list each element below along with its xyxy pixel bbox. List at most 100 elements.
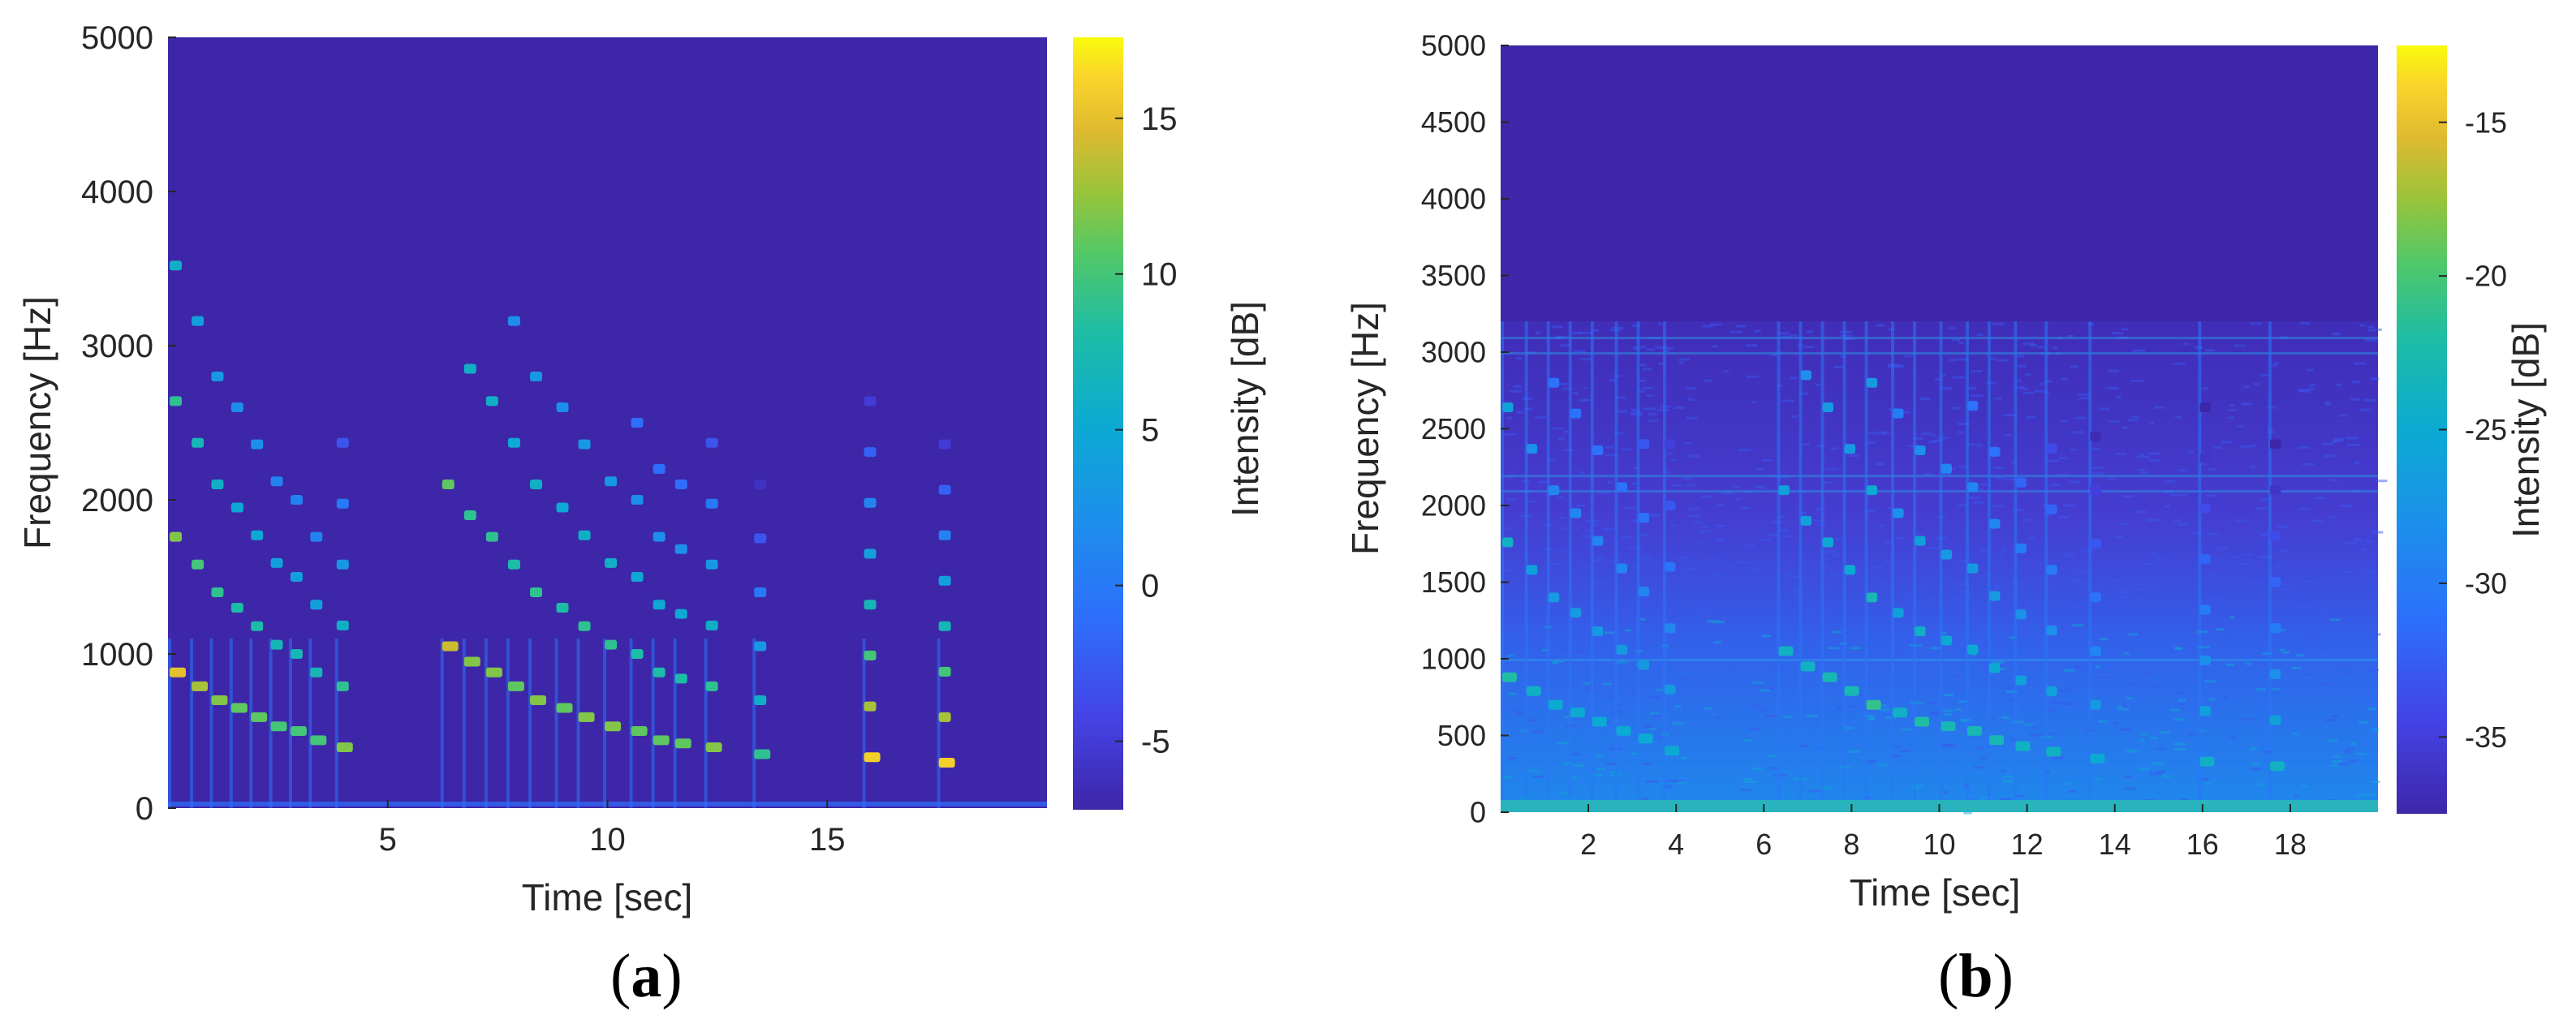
- noise-speck: [2014, 385, 2025, 389]
- harmonic-mark: [2015, 675, 2027, 686]
- noise-speck: [1672, 722, 1684, 725]
- harmonic-mark: [310, 667, 323, 677]
- noise-speck: [2139, 738, 2145, 742]
- noise-speck: [2358, 720, 2368, 724]
- noise-speck: [1968, 387, 1976, 390]
- noise-speck: [2333, 755, 2341, 759]
- x-tick-label: 6: [1755, 828, 1772, 861]
- harmonic-mark: [290, 572, 303, 582]
- noise-speck: [2307, 368, 2314, 372]
- noise-speck: [1641, 557, 1654, 560]
- noise-speck: [2242, 553, 2253, 557]
- noise-speck: [2149, 553, 2159, 556]
- noise-speck: [1879, 708, 1891, 712]
- harmonic-mark: [705, 437, 718, 448]
- noise-speck: [1777, 332, 1790, 335]
- noise-speck: [1684, 442, 1693, 445]
- y-axis-label-b: Frequency [Hz]: [1344, 302, 1386, 555]
- harmonic-mark: [230, 703, 248, 713]
- noise-speck: [2175, 647, 2182, 650]
- noise-speck: [2113, 722, 2119, 725]
- noise-speck: [2341, 504, 2352, 507]
- noise-speck: [1955, 358, 1968, 361]
- noise-speck: [2311, 519, 2324, 523]
- noise-speck: [1658, 735, 1666, 738]
- noise-speck: [1791, 415, 1798, 418]
- harmonic-mark: [938, 530, 951, 540]
- harmonic-mark: [1915, 536, 1926, 546]
- noise-speck: [1648, 412, 1657, 415]
- noise-speck: [2010, 738, 2016, 742]
- noise-speck: [2140, 471, 2148, 475]
- noise-speck: [1735, 325, 1747, 328]
- harmonic-mark: [1966, 401, 1979, 411]
- harmonic-mark: [1844, 444, 1856, 454]
- noise-speck: [1682, 477, 1693, 480]
- noise-speck: [1995, 668, 2006, 671]
- noise-speck: [2361, 548, 2367, 551]
- harmonic-mark: [1616, 725, 1631, 736]
- harmonic-mark: [463, 363, 476, 374]
- noise-speck: [2208, 467, 2217, 471]
- harmonic-mark: [2199, 554, 2211, 565]
- noise-speck: [1630, 519, 1638, 523]
- noise-speck: [2371, 781, 2380, 784]
- noise-speck: [1848, 751, 1859, 754]
- noise-speck: [1867, 718, 1876, 721]
- harmonic-mark: [1548, 699, 1563, 710]
- noise-speck: [2161, 775, 2171, 778]
- noise-speck: [1867, 441, 1876, 444]
- noise-speck: [1768, 767, 1779, 770]
- noise-speck: [2178, 469, 2188, 472]
- noise-speck: [2300, 321, 2311, 325]
- noise-speck: [1771, 668, 1781, 671]
- noise-speck: [2057, 473, 2070, 476]
- harmonic-mark: [864, 447, 877, 458]
- noise-speck: [1535, 415, 1547, 419]
- noise-speck: [1830, 447, 1838, 450]
- noise-speck: [2064, 555, 2074, 558]
- noise-speck: [2072, 624, 2083, 627]
- noise-speck: [1669, 523, 1676, 527]
- noise-speck: [1605, 454, 1618, 457]
- noise-speck: [1887, 506, 1894, 510]
- noise-speck: [1933, 439, 1943, 442]
- noise-speck: [2124, 652, 2130, 655]
- harmonic-mark: [631, 418, 644, 428]
- harmonic-mark: [605, 639, 618, 650]
- noise-speck: [2111, 332, 2124, 335]
- noise-speck: [1708, 574, 1717, 578]
- noise-speck: [1904, 355, 1913, 358]
- harmonic-mark: [1915, 445, 1926, 455]
- noise-speck: [1614, 396, 1626, 399]
- harmonic-mark: [170, 667, 186, 677]
- noise-speck: [2208, 574, 2215, 577]
- noise-speck: [1981, 661, 1990, 665]
- noise-speck: [2143, 562, 2151, 566]
- noise-speck: [1715, 524, 1725, 527]
- noise-speck: [1583, 682, 1594, 685]
- harmonic-mark: [1778, 646, 1794, 656]
- noise-speck: [1974, 766, 1984, 769]
- noise-speck: [2074, 416, 2087, 419]
- harmonic-mark: [653, 667, 666, 677]
- harmonic-mark: [864, 701, 877, 712]
- noise-speck: [1791, 589, 1802, 592]
- noise-speck: [2091, 467, 2104, 470]
- onset-streak: [1820, 321, 1824, 812]
- noise-speck: [2233, 556, 2239, 559]
- spectrogram-a: 5 10 15 0 1000 2000 3000 4000 5000 Time [sec] Fr…: [16, 20, 1266, 918]
- noise-speck: [1685, 387, 1696, 390]
- noise-speck: [1709, 323, 1723, 326]
- noise-speck: [2329, 515, 2337, 518]
- onset-streak: [249, 639, 253, 808]
- noise-speck: [2255, 507, 2268, 510]
- noise-speck: [1803, 630, 1809, 634]
- harmonic-mark: [864, 600, 877, 610]
- harmonic-mark: [251, 712, 268, 722]
- noise-speck: [2116, 705, 2123, 708]
- noise-speck: [1825, 467, 1839, 471]
- noise-speck: [2061, 702, 2074, 705]
- noise-speck: [1751, 568, 1760, 571]
- noise-speck: [2178, 703, 2186, 706]
